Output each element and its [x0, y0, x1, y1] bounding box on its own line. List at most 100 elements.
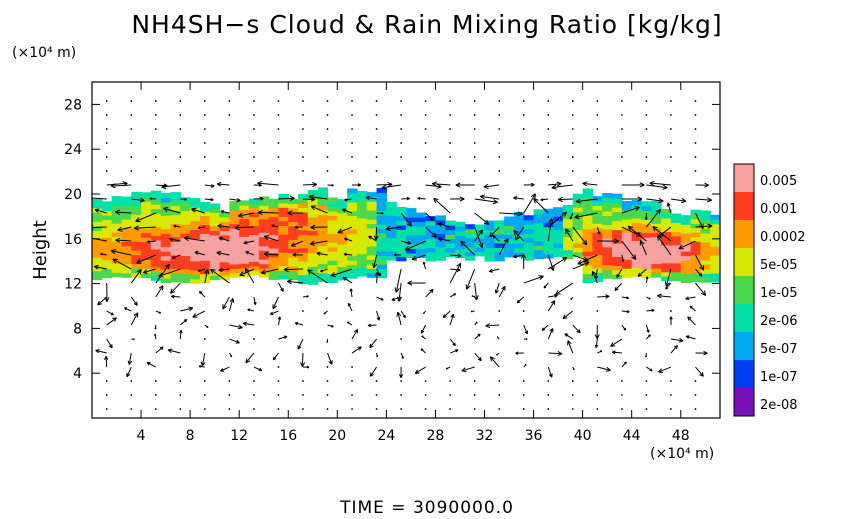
- field-cell: [141, 196, 152, 202]
- wind-arrowhead: [406, 223, 412, 227]
- wind-vector: [627, 225, 647, 242]
- wind-dot: [105, 114, 108, 116]
- field-cell: [170, 263, 181, 269]
- field-cell: [641, 272, 652, 279]
- field-cell: [288, 270, 299, 276]
- field-cell: [298, 198, 309, 204]
- field-cell: [690, 263, 701, 269]
- colorbar-swatch: [734, 360, 754, 388]
- wind-vector: [245, 251, 255, 256]
- field-cell: [523, 246, 535, 252]
- wind-dot: [105, 394, 108, 396]
- wind-arrowhead: [198, 365, 201, 368]
- field-cell: [435, 224, 446, 230]
- wind-arrowhead: [373, 235, 377, 241]
- field-cell: [700, 219, 711, 225]
- field-cell: [533, 213, 544, 219]
- field-cell: [298, 220, 309, 226]
- field-cell: [602, 269, 613, 275]
- field-cell: [651, 263, 662, 269]
- wind-dot: [449, 170, 452, 172]
- field-cell: [239, 218, 250, 224]
- field-cell: [455, 239, 466, 245]
- field-cell: [298, 193, 309, 199]
- field-cell: [504, 220, 515, 227]
- field-cell: [239, 200, 250, 206]
- wind-arrowhead: [106, 297, 110, 303]
- wind-arrowhead: [551, 184, 557, 189]
- wind-vector: [547, 328, 554, 340]
- field-cell: [101, 214, 113, 220]
- wind-dot: [522, 128, 525, 130]
- wind-vector: [344, 198, 353, 201]
- field-cell: [239, 204, 250, 210]
- wind-arrowhead: [610, 345, 616, 347]
- field-cell: [661, 258, 672, 264]
- wind-dot: [228, 114, 231, 116]
- wind-vector: [330, 268, 353, 277]
- field-cell: [347, 210, 358, 216]
- wind-dot: [449, 114, 452, 116]
- field-cell: [121, 227, 132, 233]
- field-cell: [641, 246, 652, 252]
- field-cell: [690, 254, 701, 260]
- field-cell: [180, 219, 191, 225]
- wind-vector: [106, 338, 113, 349]
- field-cell: [288, 239, 299, 245]
- wind-dot: [179, 408, 182, 410]
- wind-arrowhead: [257, 211, 263, 216]
- field-cell: [621, 272, 633, 278]
- field-cell: [258, 245, 270, 251]
- wind-arrowhead: [655, 208, 661, 212]
- wind-vector: [163, 207, 181, 214]
- wind-arrowhead: [358, 346, 362, 351]
- wind-vector: [347, 303, 353, 312]
- wind-arrowhead: [229, 298, 234, 303]
- wind-arrowhead: [133, 338, 135, 340]
- field-cell: [504, 243, 515, 249]
- field-cell: [494, 256, 505, 262]
- wind-vector: [106, 317, 117, 326]
- field-cell: [621, 209, 633, 215]
- wind-arrowhead: [421, 330, 425, 334]
- field-cell: [533, 222, 544, 228]
- field-cell: [190, 229, 201, 235]
- wind-dot: [130, 408, 133, 410]
- wind-vector: [204, 184, 215, 187]
- field-cell: [690, 223, 701, 229]
- wind-vector: [287, 280, 304, 284]
- wind-dot: [228, 156, 231, 158]
- wind-dot: [253, 156, 255, 158]
- wind-dot: [596, 128, 599, 130]
- field-cell: [131, 254, 142, 260]
- field-cell: [327, 206, 338, 212]
- wind-dot: [105, 142, 108, 144]
- wind-dot: [277, 128, 280, 130]
- wind-dot: [547, 114, 550, 116]
- field-cell: [612, 242, 623, 249]
- wind-vector: [572, 254, 589, 262]
- field-cell: [278, 269, 289, 276]
- field-cell: [513, 229, 525, 235]
- field-cell: [563, 218, 574, 224]
- wind-vector: [657, 295, 671, 298]
- field-cell: [180, 250, 191, 257]
- field-cell: [180, 201, 191, 207]
- field-cell: [278, 229, 289, 235]
- field-cell: [523, 251, 535, 257]
- field-cell: [602, 233, 613, 239]
- field-cell: [700, 268, 711, 274]
- wind-arrowhead: [273, 358, 277, 361]
- wind-arrowhead: [372, 263, 375, 268]
- field-cell: [445, 238, 456, 244]
- field-cell: [356, 226, 368, 232]
- field-cell: [347, 255, 358, 261]
- wind-vector: [112, 258, 132, 270]
- wind-vector: [229, 338, 240, 344]
- wind-dot: [277, 394, 280, 396]
- wind-arrowhead: [414, 369, 418, 374]
- field-cell: [317, 227, 329, 233]
- field-cell: [386, 219, 397, 225]
- wind-vector: [180, 307, 193, 312]
- field-cell: [141, 268, 152, 274]
